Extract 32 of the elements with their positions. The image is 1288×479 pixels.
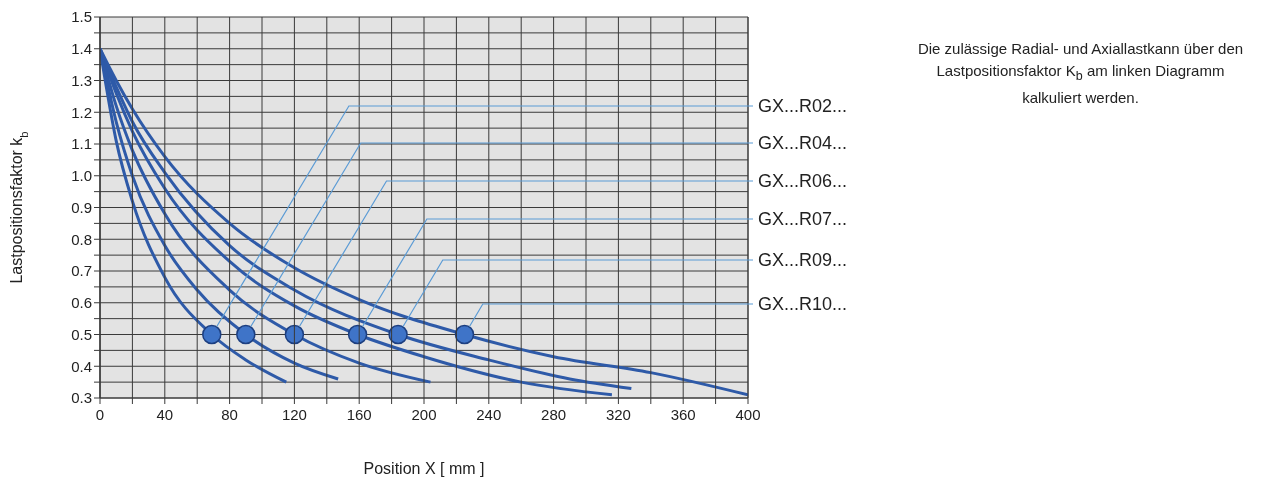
x-tick-label: 200 <box>411 406 437 423</box>
x-tick-label: 240 <box>476 406 502 423</box>
x-tick-label: 80 <box>221 406 238 423</box>
y-tick-label: 1.2 <box>71 103 92 121</box>
y-tick-label: 1.4 <box>71 40 92 58</box>
x-tick-label: 40 <box>156 406 174 423</box>
y-tick-label: 0.4 <box>71 357 92 375</box>
x-tick-label: 280 <box>541 406 567 423</box>
x-tick-label: 0 <box>95 406 105 423</box>
x-tick-label: 160 <box>346 406 372 423</box>
text: GX...R07... <box>758 209 848 229</box>
text: GX...R06... <box>758 171 848 191</box>
x-axis-title: Position X [ mm ] <box>363 460 485 477</box>
text: GX...R02... <box>758 96 848 116</box>
y-tick-label: 0.8 <box>71 230 92 248</box>
y-tick-label: 0.7 <box>71 262 92 280</box>
text: GX...R04... <box>758 133 848 153</box>
text: GX...R09... <box>758 250 848 270</box>
y-tick-label: 0.9 <box>71 198 92 216</box>
y-tick-label: 0.5 <box>71 325 92 343</box>
x-tick-label: 400 <box>735 406 761 423</box>
x-tick-label: 360 <box>670 406 696 423</box>
text: Die zulässige Radial- und Axiallastkann über den Lastpositionsfaktor K$_{b}$ am linken Diagramm kalkuliert werden. <box>916 39 1245 108</box>
y-tick-label: 1.1 <box>71 135 92 153</box>
text: GX...R10... <box>758 294 848 314</box>
x-tick-label: 320 <box>605 406 631 423</box>
y-tick-label: 0.3 <box>71 389 92 407</box>
y-tick-label: 1.0 <box>71 167 92 185</box>
y-tick-label: 1.3 <box>71 71 92 89</box>
y-tick-label: 0.6 <box>71 294 92 312</box>
x-tick-label: 120 <box>281 406 307 423</box>
y-tick-label: 1.5 <box>71 8 92 26</box>
